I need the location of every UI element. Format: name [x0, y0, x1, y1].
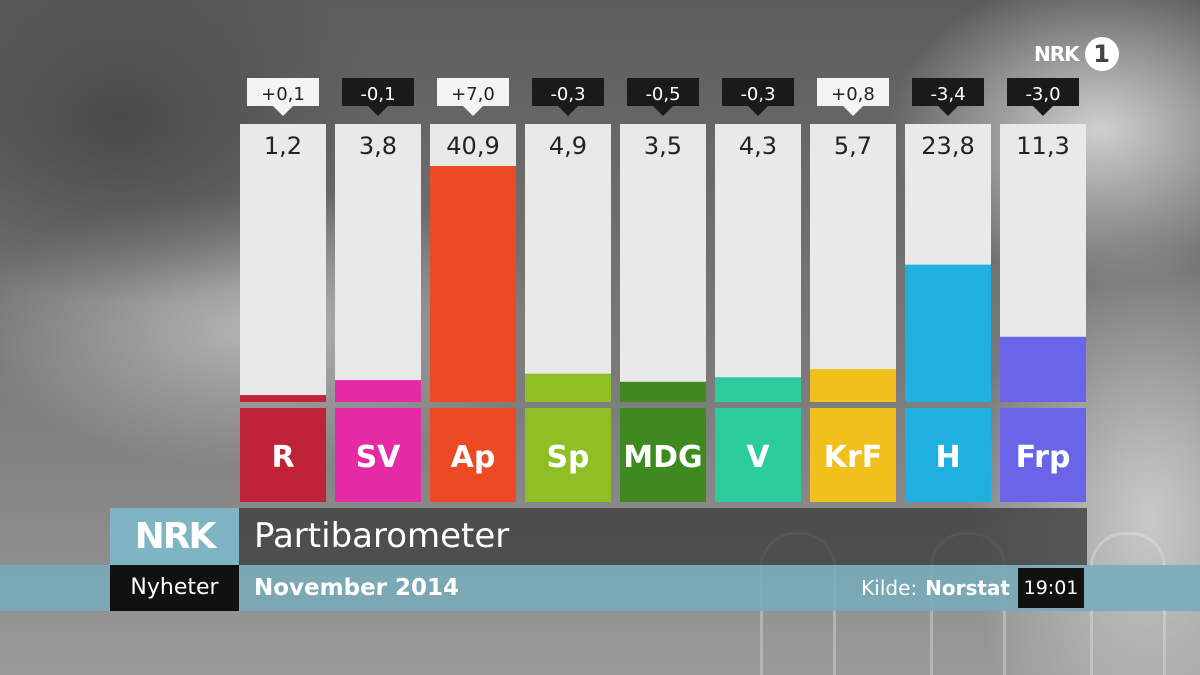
change-label-frp: -3,0	[1025, 84, 1060, 105]
background-arch	[930, 532, 1006, 675]
change-label-sv: -0,1	[360, 84, 395, 105]
background-arch	[760, 532, 836, 675]
bar-mdg	[620, 381, 706, 402]
change-label-krf: +0,8	[831, 84, 875, 105]
party-label-sv: SV	[356, 440, 402, 475]
change-badge-mdg	[627, 78, 699, 116]
party-label-r: R	[271, 440, 294, 475]
party-box-krf	[810, 408, 896, 502]
change-badge-sp	[532, 78, 604, 116]
change-badge-ap	[437, 78, 509, 116]
bar-track-krf	[810, 124, 896, 402]
bar-track-r	[240, 124, 326, 402]
party-box-mdg	[620, 408, 706, 502]
change-label-sp: -0,3	[550, 84, 585, 105]
value-label-krf: 5,7	[834, 132, 872, 160]
change-badge-sv	[342, 78, 414, 116]
bar-frp	[1000, 336, 1086, 402]
value-label-v: 4,3	[739, 132, 777, 160]
bar-track-sp	[525, 124, 611, 402]
party-box-h	[905, 408, 991, 502]
value-label-h: 23,8	[921, 132, 974, 160]
value-label-mdg: 3,5	[644, 132, 682, 160]
channel-number: 1	[1084, 37, 1119, 71]
bar-sp	[525, 373, 611, 402]
bar-krf	[810, 369, 896, 402]
channel-logo-text: NRK	[1034, 42, 1080, 66]
bar-track-mdg	[620, 124, 706, 402]
party-box-ap	[430, 408, 516, 502]
party-label-h: H	[935, 440, 960, 475]
party-box-v	[715, 408, 801, 502]
party-bar-chart: 1,2 R +0,1 3,8 SV -0,1 40,9 Ap +7,0 4,9 Sp -0,3 3,5 M…	[240, 78, 1086, 502]
bar-v	[715, 377, 801, 402]
bar-sv	[335, 380, 421, 402]
party-label-v: V	[746, 440, 770, 475]
change-label-ap: +7,0	[451, 84, 495, 105]
bar-track-sv	[335, 124, 421, 402]
change-label-h: -3,4	[930, 84, 965, 105]
party-label-krf: KrF	[824, 440, 883, 475]
party-label-frp: Frp	[1016, 440, 1071, 475]
value-label-sv: 3,8	[359, 132, 397, 160]
change-label-mdg: -0,5	[645, 84, 680, 105]
party-box-sp	[525, 408, 611, 502]
party-box-frp	[1000, 408, 1086, 502]
bar-h	[905, 264, 991, 402]
value-label-sp: 4,9	[549, 132, 587, 160]
channel-logo: NRK 1	[1034, 36, 1119, 72]
party-label-sp: Sp	[546, 440, 589, 475]
party-label-ap: Ap	[451, 440, 496, 475]
change-badge-krf	[817, 78, 889, 116]
change-badge-r	[247, 78, 319, 116]
change-label-r: +0,1	[261, 84, 305, 105]
change-label-v: -0,3	[740, 84, 775, 105]
party-box-r	[240, 408, 326, 502]
party-box-sv	[335, 408, 421, 502]
bar-track-v	[715, 124, 801, 402]
bar-r	[240, 395, 326, 402]
value-label-r: 1,2	[264, 132, 302, 160]
party-label-mdg: MDG	[623, 440, 702, 475]
value-label-ap: 40,9	[446, 132, 499, 160]
change-badge-h	[912, 78, 984, 116]
background-arch	[1090, 532, 1166, 675]
change-badge-frp	[1007, 78, 1079, 116]
bar-ap	[430, 166, 516, 402]
change-badge-v	[722, 78, 794, 116]
value-label-frp: 11,3	[1016, 132, 1069, 160]
